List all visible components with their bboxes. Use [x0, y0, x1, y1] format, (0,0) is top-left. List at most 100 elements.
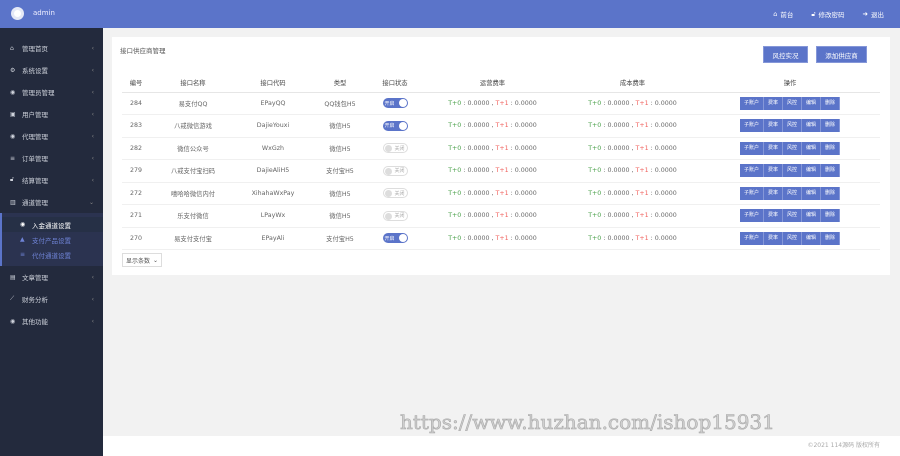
cell-operating-rate: T+0 : 0.0000 , T+1 : 0.0000 [420, 137, 565, 160]
cell-name: 乐支付微信 [150, 204, 236, 228]
sidebar-subitem-1[interactable]: ▲ 支付产品设置 [2, 232, 103, 247]
action-button-3[interactable]: 编辑 [802, 186, 822, 200]
action-group: 子账户 费率 风控 编辑 删除 [739, 164, 841, 178]
action-button-3[interactable]: 编辑 [802, 164, 822, 178]
sidebar-item-label: 文章管理 [22, 274, 48, 282]
action-button-2[interactable]: 风控 [782, 231, 802, 245]
action-button-4[interactable]: 删除 [821, 96, 841, 110]
cell-operating-rate: T+0 : 0.0000 , T+1 : 0.0000 [420, 204, 565, 228]
cell-name: 八戒微信游戏 [150, 114, 236, 138]
sidebar-item-8[interactable]: ▤ 文章管理 ‹ [0, 266, 103, 288]
cell-code: XihahaWxPay [236, 182, 310, 205]
sidebar-item-label: 管理首页 [22, 45, 48, 53]
action-button-1[interactable]: 费率 [763, 164, 783, 178]
action-button-1[interactable]: 费率 [763, 141, 783, 155]
chart-icon: ⟋ [10, 295, 15, 302]
top-link-0[interactable]: ⌂ 前台 [773, 9, 793, 19]
sidebar-item-1[interactable]: ⚙ 系统设置 ‹ [0, 59, 103, 81]
action-button-1[interactable]: 费率 [763, 96, 783, 110]
cell-code: WxGzh [236, 137, 310, 160]
action-button-1[interactable]: 费率 [763, 231, 783, 245]
users-icon: ▣ [10, 110, 16, 118]
status-toggle[interactable]: 开启 [382, 120, 408, 131]
action-button-1[interactable]: 费率 [763, 119, 783, 133]
risk-monitor-button[interactable]: 风控实况 [763, 46, 808, 63]
action-button-2[interactable]: 风控 [782, 141, 802, 155]
sidebar-item-3[interactable]: ▣ 用户管理 ‹ [0, 103, 103, 125]
action-button-3[interactable]: 编辑 [802, 209, 822, 223]
cell-status: 开启 [370, 227, 420, 250]
rate-part: : 0.0000 , [601, 212, 636, 220]
sidebar-item-4[interactable]: ◉ 代理管理 ‹ [0, 125, 103, 147]
sidebar-item-6[interactable]: 🔓︎ 结算管理 ‹ [0, 169, 103, 191]
action-button-0[interactable]: 子账户 [739, 96, 764, 110]
action-button-3[interactable]: 编辑 [802, 119, 822, 133]
action-button-4[interactable]: 删除 [821, 186, 841, 200]
action-button-0[interactable]: 子账户 [739, 209, 764, 223]
sidebar-subitem-0[interactable]: ◉ 入金通道设置 [2, 217, 103, 232]
sidebar-item-2[interactable]: ◉ 管理员管理 ‹ [0, 81, 103, 103]
action-button-3[interactable]: 编辑 [802, 141, 822, 155]
action-button-2[interactable]: 风控 [782, 164, 802, 178]
column-header: 运营费率 [420, 74, 565, 93]
action-button-0[interactable]: 子账户 [739, 231, 764, 245]
submenu-icon: ◉ [20, 221, 26, 228]
top-link-1[interactable]: 🔓︎ 修改密码 [811, 9, 844, 20]
sidebar-subitem-2[interactable]: ≡ 代付通道设置 [2, 247, 103, 262]
cell-name: 易支付支付宝 [150, 227, 236, 250]
action-button-3[interactable]: 编辑 [802, 231, 822, 245]
cell-type: 微信H5 [310, 204, 370, 228]
action-button-2[interactable]: 风控 [782, 119, 802, 133]
avatar[interactable] [11, 7, 24, 20]
action-button-3[interactable]: 编辑 [802, 96, 822, 110]
action-button-2[interactable]: 风控 [782, 96, 802, 110]
rate-part: : 0.0000 , [461, 167, 496, 175]
rate-part: : 0.0000 , [461, 144, 496, 152]
sidebar-item-label: 用户管理 [22, 111, 48, 119]
sidebar-item-0[interactable]: ⌂ 管理首页 ‹ [0, 37, 103, 59]
action-button-4[interactable]: 删除 [821, 119, 841, 133]
rate-part: : 0.0000 [508, 144, 537, 152]
page-size-select[interactable]: 显示条数 ⌄ [122, 253, 163, 267]
sidebar-item-label: 财务分析 [22, 296, 48, 304]
action-button-4[interactable]: 删除 [821, 164, 841, 178]
sidebar-item-7[interactable]: ▥ 通道管理 ⌄ [0, 191, 103, 213]
sidebar-item-5[interactable]: ≡ 订单管理 ‹ [0, 147, 103, 169]
action-button-0[interactable]: 子账户 [739, 141, 764, 155]
rate-part: : 0.0000 [648, 234, 677, 242]
column-header: 接口名称 [150, 74, 236, 93]
action-button-4[interactable]: 删除 [821, 231, 841, 245]
status-toggle[interactable]: 开启 [382, 233, 408, 244]
add-supplier-button[interactable]: 添加供应商 [816, 46, 867, 63]
action-button-1[interactable]: 费率 [763, 209, 783, 223]
action-button-0[interactable]: 子账户 [739, 186, 764, 200]
cell-operating-rate: T+0 : 0.0000 , T+1 : 0.0000 [420, 114, 565, 138]
action-button-1[interactable]: 费率 [763, 186, 783, 200]
cell-id: 279 [122, 159, 150, 183]
lock-icon: 🔓︎ [10, 176, 14, 183]
cell-name: 八戒支付宝扫码 [150, 159, 236, 183]
action-button-2[interactable]: 风控 [782, 209, 802, 223]
status-toggle[interactable]: 开启 [382, 98, 408, 109]
sidebar-item-10[interactable]: ◉ 其他功能 ‹ [0, 310, 103, 332]
action-button-0[interactable]: 子账户 [739, 164, 764, 178]
action-button-2[interactable]: 风控 [782, 186, 802, 200]
action-button-4[interactable]: 删除 [821, 141, 841, 155]
footer: ©2021 114源码 版权所有 [103, 436, 900, 456]
action-button-4[interactable]: 删除 [821, 209, 841, 223]
chevron-left-icon: ‹ [91, 154, 94, 162]
rate-part: : 0.0000 , [601, 234, 636, 242]
cell-cost-rate: T+0 : 0.0000 , T+1 : 0.0000 [565, 227, 700, 250]
cell-code: LPayWx [236, 204, 310, 228]
status-toggle[interactable]: 关闭 [382, 143, 408, 154]
sidebar-subitem-label: 支付产品设置 [32, 236, 71, 245]
sidebar-item-9[interactable]: ⟋ 财务分析 ‹ [0, 288, 103, 310]
chevron-left-icon: ‹ [91, 132, 94, 140]
cell-operating-rate: T+0 : 0.0000 , T+1 : 0.0000 [420, 159, 565, 183]
top-link-2[interactable]: ➜ 退出 [863, 9, 884, 19]
status-toggle[interactable]: 关闭 [382, 165, 408, 176]
rate-part: T+0 [588, 212, 602, 220]
status-toggle[interactable]: 关闭 [382, 210, 408, 221]
action-button-0[interactable]: 子账户 [739, 119, 764, 133]
status-toggle[interactable]: 关闭 [382, 188, 408, 199]
